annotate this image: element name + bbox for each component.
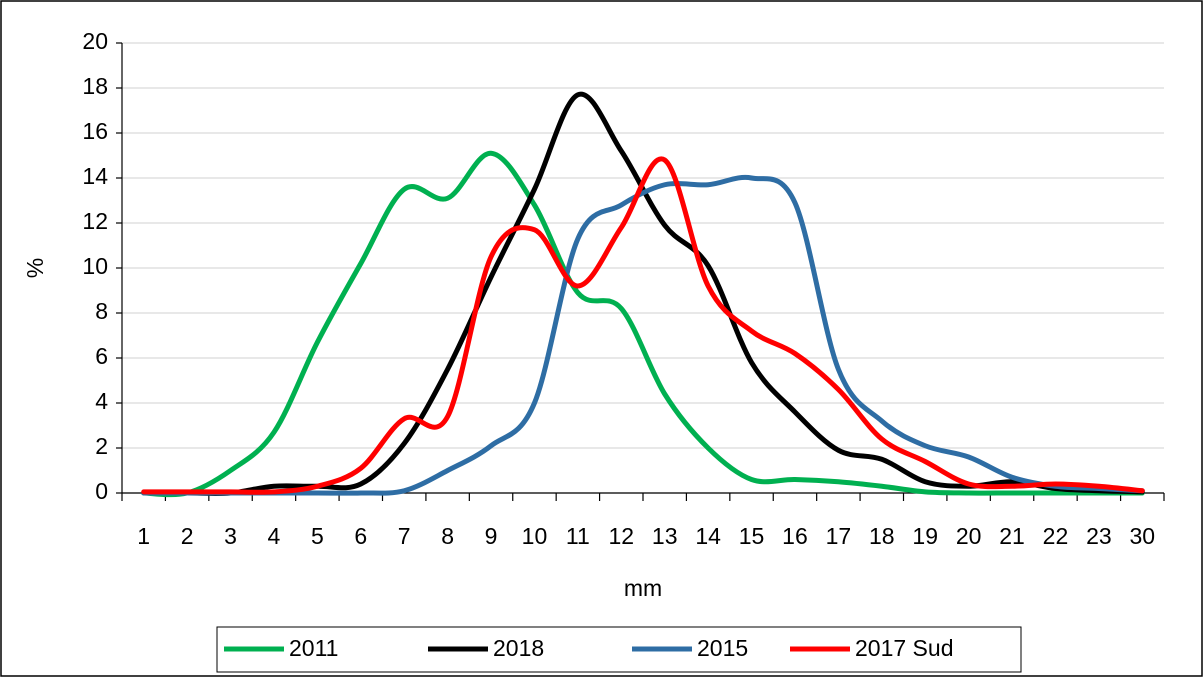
x-tick-label: 11 [566,523,590,549]
x-tick-label: 10 [522,523,548,549]
x-tick-label: 2 [181,523,194,549]
y-tick-label: 2 [95,433,108,459]
y-tick-label: 10 [82,253,108,279]
x-tick-label: 13 [652,523,678,549]
x-tick-label: 18 [869,523,895,549]
x-tick-label: 8 [441,523,454,549]
y-tick-label: 4 [95,388,108,414]
y-tick-label: 12 [82,208,108,234]
x-tick-label: 20 [956,523,982,549]
x-axis-title: mm [624,575,662,601]
series-line [141,174,1145,496]
legend-label: 2011 [289,635,338,661]
legend-label: 2017 Sud [855,635,953,661]
y-tick-label: 6 [95,343,108,369]
x-tick-label: 12 [608,523,634,549]
x-tick-label: 9 [485,523,498,549]
x-tick-label: 16 [782,523,808,549]
x-tick-label: 19 [912,523,938,549]
legend-label: 2015 [697,635,748,661]
x-tick-label: 22 [1043,523,1069,549]
x-tick-label: 14 [695,523,721,549]
x-tick-label: 21 [999,523,1025,549]
x-tick-label: 23 [1086,523,1112,549]
legend-box [216,626,1022,673]
x-tick-label: 6 [354,523,367,549]
y-tick-label: 18 [82,73,108,99]
x-tick-label: 7 [398,523,411,549]
series-line [141,150,1145,498]
y-tick-label: 8 [95,298,108,324]
legend-label: 2018 [493,635,544,661]
x-tick-label: 5 [311,523,324,549]
x-tick-label: 1 [137,523,150,549]
y-tick-label: 16 [82,118,108,144]
x-tick-label: 3 [224,523,237,549]
y-tick-label: 0 [95,478,108,504]
x-tick-label: 4 [268,523,281,549]
y-axis-title: % [22,258,48,278]
x-tick-label: 15 [739,523,765,549]
series-line [141,156,1145,495]
y-tick-label: 14 [82,163,108,189]
x-tick-label: 17 [826,523,852,549]
x-tick-label: 30 [1129,523,1155,549]
y-tick-label: 20 [82,28,108,54]
